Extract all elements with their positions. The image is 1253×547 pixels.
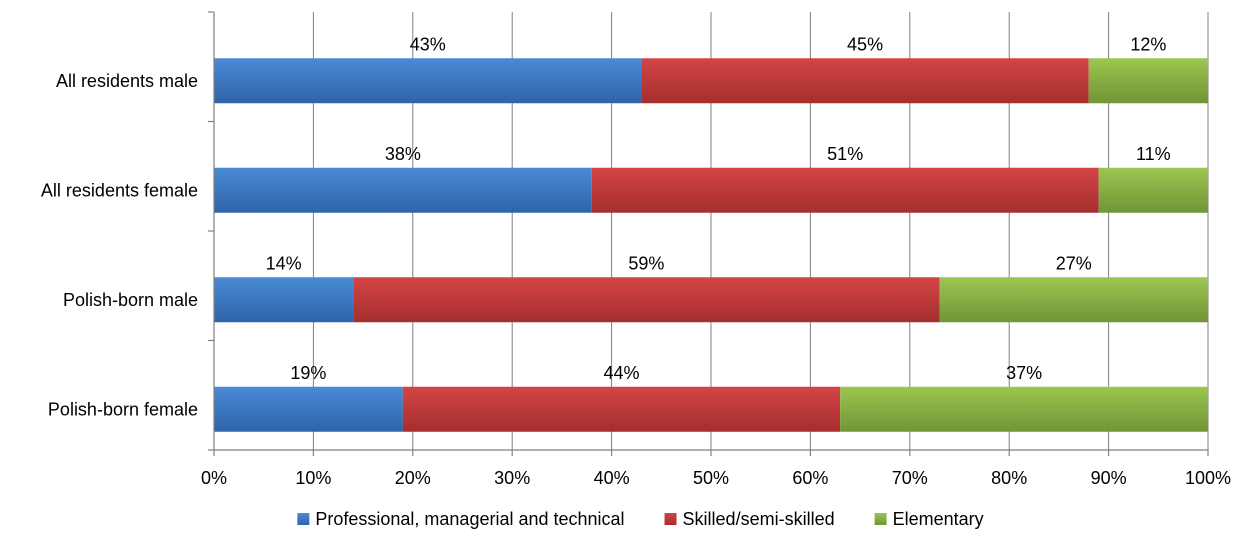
legend-label-elementary: Elementary	[893, 509, 984, 529]
data-label-elementary-all-residents-male: 12%	[1130, 34, 1166, 54]
data-label-professional-managerial-and-technical-polish-born-female: 19%	[290, 363, 326, 383]
data-label-skilled-semi-skilled-all-residents-male: 45%	[847, 34, 883, 54]
bars	[214, 58, 1208, 432]
category-label-polish-born-female: Polish-born female	[48, 399, 198, 419]
legend-label-professional-managerial-and-technical: Professional, managerial and technical	[315, 509, 624, 529]
data-label-elementary-polish-born-male: 27%	[1056, 253, 1092, 273]
data-label-skilled-semi-skilled-polish-born-female: 44%	[604, 363, 640, 383]
category-label-all-residents-male: All residents male	[56, 71, 198, 91]
bar-skilled-semi-skilled-polish-born-female	[402, 386, 841, 432]
category-label-all-residents-female: All residents female	[41, 180, 198, 200]
category-label-polish-born-male: Polish-born male	[63, 290, 198, 310]
legend-swatch-skilled-semi-skilled	[664, 513, 677, 525]
x-tick-label: 40%	[594, 468, 630, 488]
data-label-elementary-all-residents-female: 11%	[1136, 144, 1171, 164]
data-label-professional-managerial-and-technical-all-residents-male: 43%	[410, 34, 446, 54]
data-label-skilled-semi-skilled-all-residents-female: 51%	[827, 144, 863, 164]
bar-elementary-all-residents-female	[1098, 167, 1208, 213]
bar-elementary-polish-born-male	[939, 277, 1208, 323]
bar-professional-managerial-and-technical-polish-born-female	[214, 386, 403, 432]
legend: Professional, managerial and technical Sk…	[297, 509, 984, 529]
bar-professional-managerial-and-technical-all-residents-male	[214, 58, 642, 104]
bar-elementary-polish-born-female	[840, 386, 1208, 432]
x-tick-label: 100%	[1185, 468, 1231, 488]
axes: 0% 10% 20% 30% 40% 50% 60% 70% 80% 90% 100% All res…	[41, 11, 1231, 488]
x-tick-label: 60%	[792, 468, 828, 488]
bar-skilled-semi-skilled-all-residents-male	[641, 58, 1089, 104]
bar-elementary-all-residents-male	[1088, 58, 1208, 104]
x-tick-label: 90%	[1091, 468, 1127, 488]
data-label-elementary-polish-born-female: 37%	[1006, 363, 1042, 383]
x-tick-label: 70%	[892, 468, 928, 488]
x-tick-label: 0%	[201, 468, 227, 488]
x-tick-label: 20%	[395, 468, 431, 488]
legend-swatch-elementary	[874, 513, 887, 525]
legend-swatch-professional-managerial-and-technical	[297, 513, 310, 525]
x-tick-label: 80%	[991, 468, 1027, 488]
x-tick-label: 50%	[693, 468, 729, 488]
data-label-professional-managerial-and-technical-polish-born-male: 14%	[266, 253, 302, 273]
x-tick-label: 30%	[494, 468, 530, 488]
bar-skilled-semi-skilled-polish-born-male	[353, 277, 940, 323]
data-label-skilled-semi-skilled-polish-born-male: 59%	[628, 253, 664, 273]
x-tick-label: 10%	[295, 468, 331, 488]
bar-professional-managerial-and-technical-all-residents-female	[214, 167, 592, 213]
bar-skilled-semi-skilled-all-residents-female	[591, 167, 1099, 213]
bar-professional-managerial-and-technical-polish-born-male	[214, 277, 354, 323]
legend-label-skilled-semi-skilled: Skilled/semi-skilled	[683, 509, 835, 529]
data-label-professional-managerial-and-technical-all-residents-female: 38%	[385, 144, 421, 164]
data-labels: 43% 45% 12% 38% 51% 11% 14% 59% 27% 19% 44% 37%	[266, 34, 1171, 383]
